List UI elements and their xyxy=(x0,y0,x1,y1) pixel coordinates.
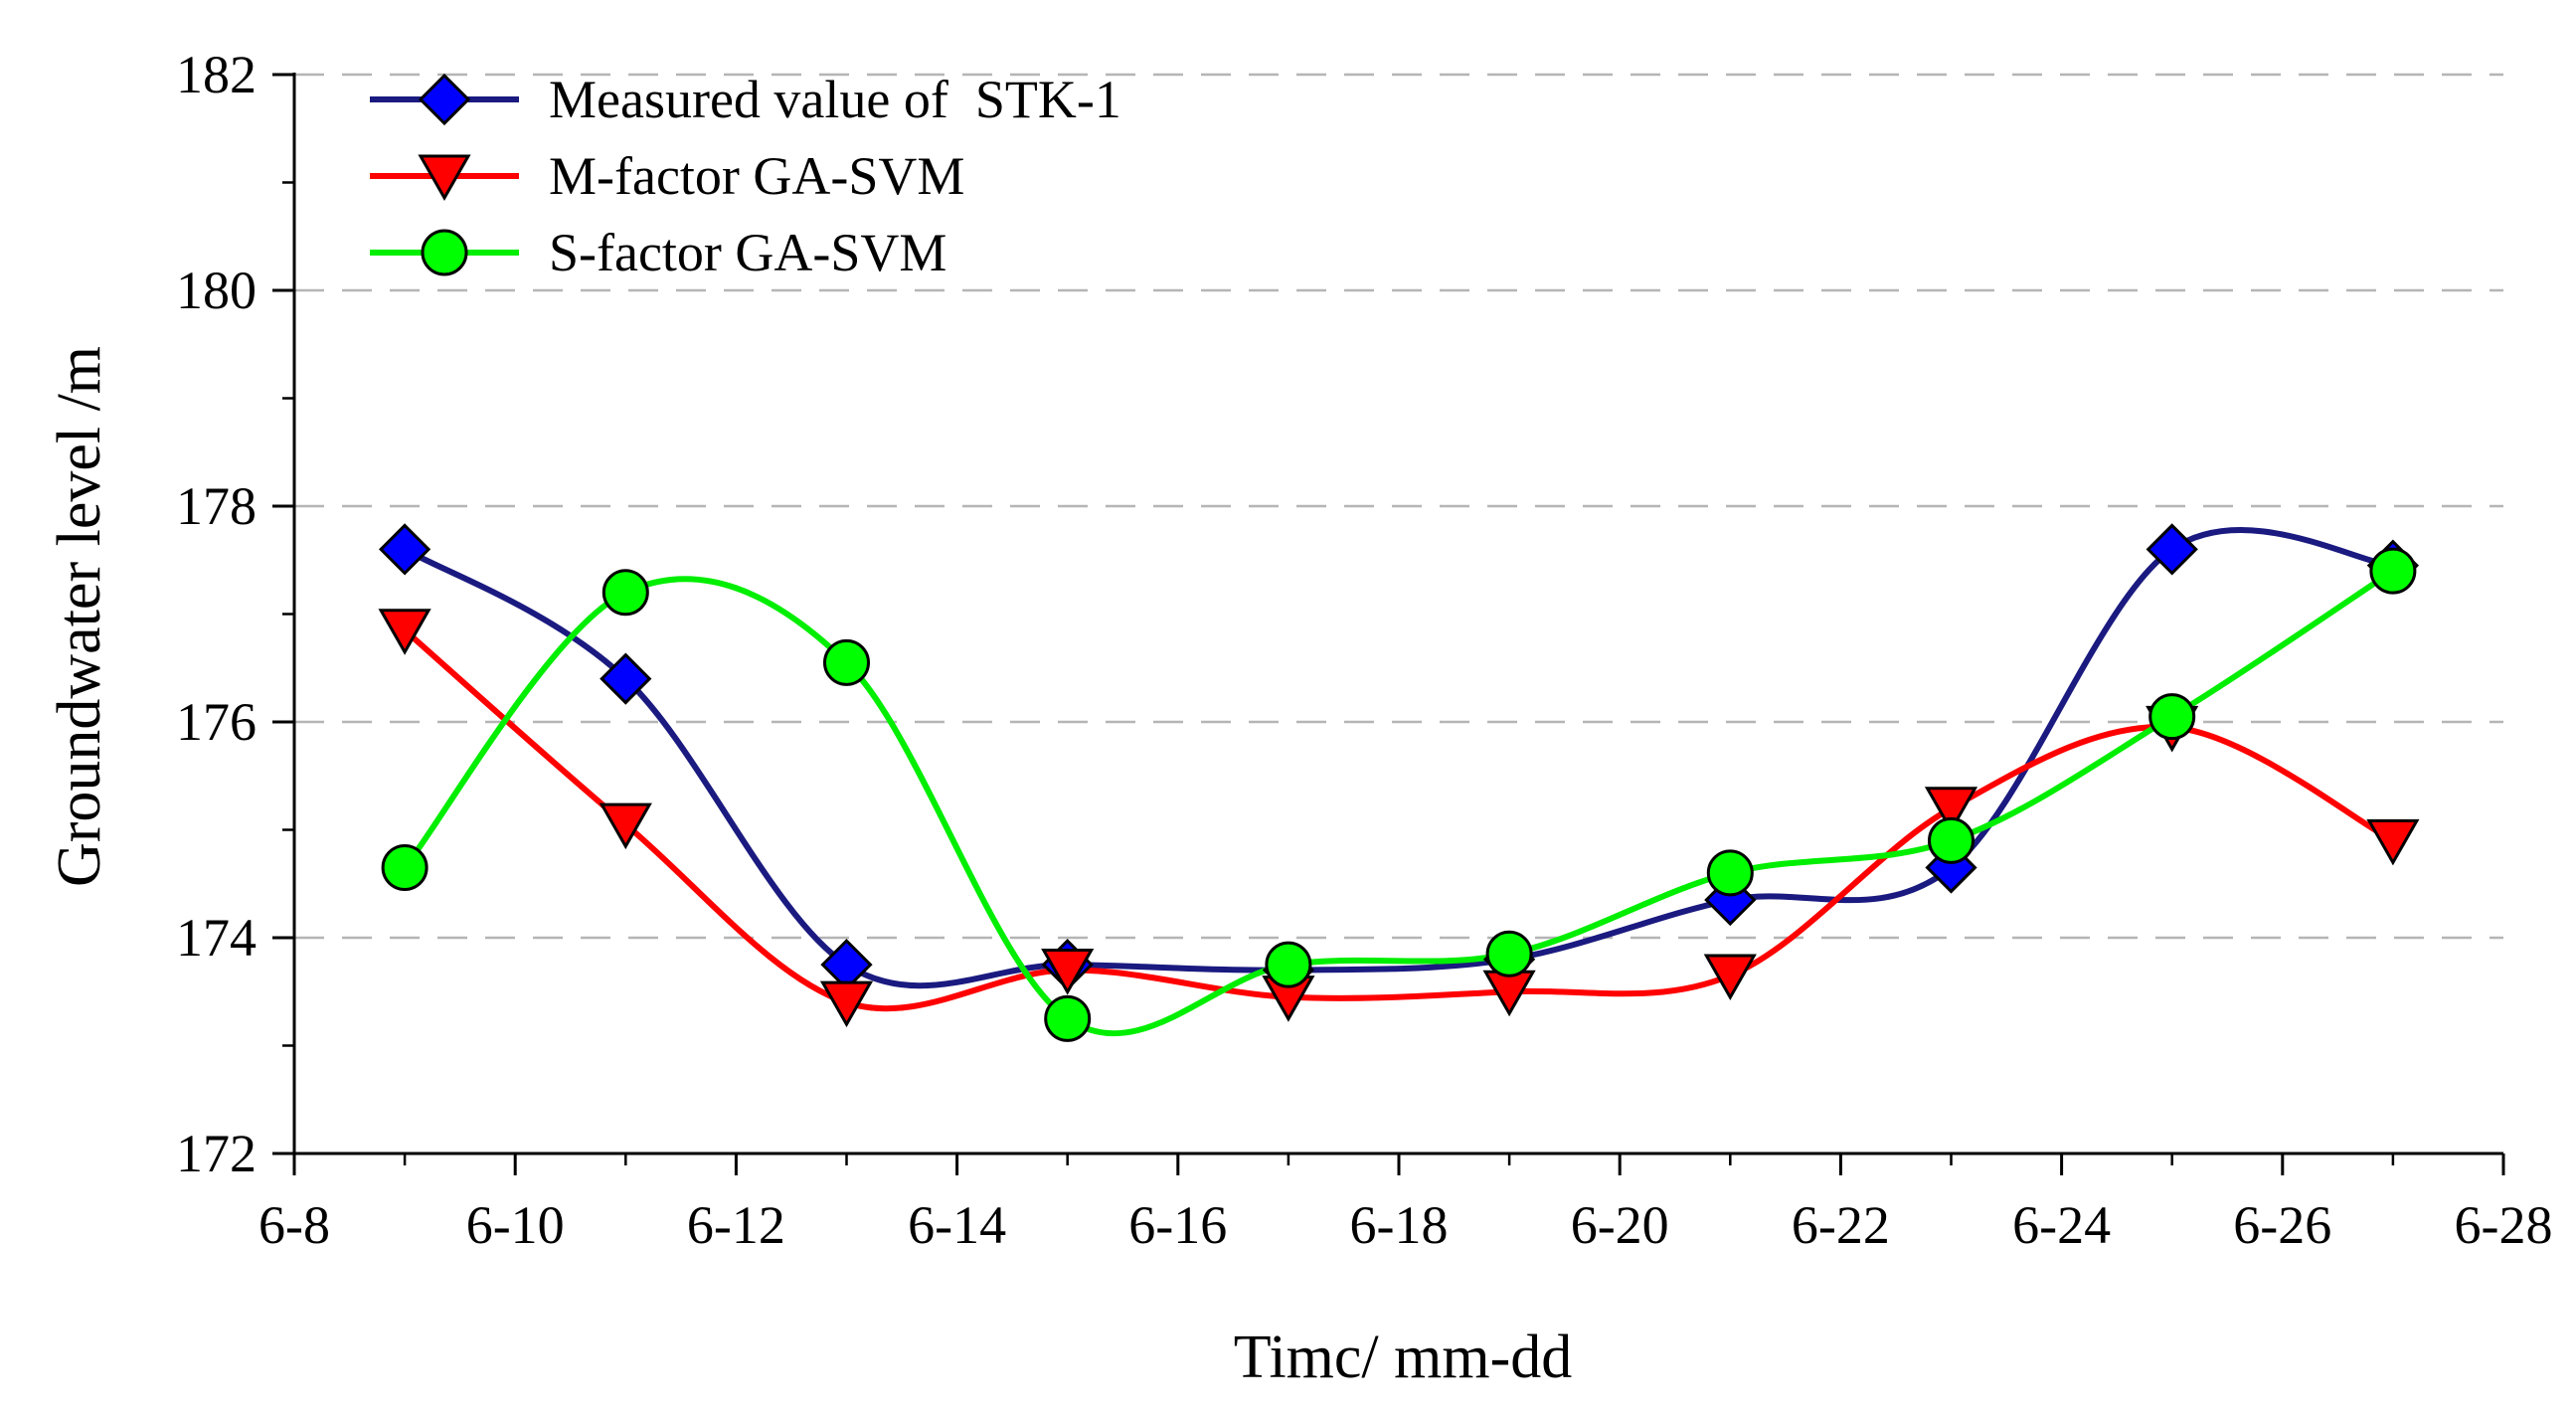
legend-label: Measured value of STK-1 xyxy=(549,70,1121,129)
data-point-measured-value-of-stk-1 xyxy=(378,523,431,576)
legend-label: M-factor GA-SVM xyxy=(549,146,964,206)
data-point-m-factor-ga-svm xyxy=(1703,954,1757,1000)
data-point-s-factor-ga-svm xyxy=(2148,693,2196,741)
x-tick-label: 6-28 xyxy=(2455,1195,2553,1255)
x-tick-label: 6-8 xyxy=(258,1195,330,1255)
data-point-m-factor-ga-svm xyxy=(2366,818,2420,866)
y-tick-label: 182 xyxy=(176,45,257,104)
data-point-m-factor-ga-svm xyxy=(819,980,874,1028)
series-line-s-factor-ga-svm xyxy=(402,568,2395,1037)
x-tick-label: 6-12 xyxy=(687,1195,785,1255)
y-tick-label: 180 xyxy=(176,261,257,320)
data-point-m-factor-ga-svm xyxy=(599,802,652,850)
x-tick-label: 6-20 xyxy=(1571,1195,1669,1255)
legend: Measured value of STK-1 M-factor GA-SVM S-… xyxy=(370,70,1121,282)
y-tick-label: 176 xyxy=(176,692,257,752)
data-point-s-factor-ga-svm xyxy=(381,843,429,891)
x-tick-label: 6-24 xyxy=(2012,1195,2111,1255)
series-markers xyxy=(378,523,2420,1042)
data-point-s-factor-ga-svm xyxy=(823,638,870,686)
data-point-s-factor-ga-svm xyxy=(601,569,649,617)
x-axis-title: Timc/ mm-dd xyxy=(1234,1324,1573,1391)
axes: 172 174 176 178 180 182 6-8 6-10 6-12 6-14 6-16 6-1… xyxy=(176,45,2552,1255)
x-tick-label: 6-26 xyxy=(2233,1195,2331,1255)
data-point-s-factor-ga-svm xyxy=(1485,930,1533,977)
y-axis-title: Groundwater level /m xyxy=(46,346,113,887)
legend-marker xyxy=(421,229,468,276)
y-tick-label: 178 xyxy=(176,476,257,536)
data-point-measured-value-of-stk-1 xyxy=(600,652,652,705)
x-tick-label: 6-22 xyxy=(1792,1195,1890,1255)
x-tick-label: 6-16 xyxy=(1128,1195,1227,1255)
data-point-m-factor-ga-svm xyxy=(378,609,431,655)
x-tick-label: 6-10 xyxy=(466,1195,565,1255)
data-point-s-factor-ga-svm xyxy=(1706,849,1754,897)
data-point-measured-value-of-stk-1 xyxy=(2146,523,2198,576)
x-tick-label: 6-18 xyxy=(1350,1195,1449,1255)
grid-lines xyxy=(294,73,2503,940)
legend-marker xyxy=(418,154,471,202)
data-point-s-factor-ga-svm xyxy=(1265,941,1312,988)
data-point-s-factor-ga-svm xyxy=(1928,816,1975,864)
series-line-measured-value-of-stk-1 xyxy=(403,527,2394,989)
y-tick-label: 172 xyxy=(176,1124,257,1183)
data-point-m-factor-ga-svm xyxy=(1924,787,1978,833)
legend-label: S-factor GA-SVM xyxy=(549,223,946,282)
series-line-m-factor-ga-svm xyxy=(403,627,2395,1012)
x-tick-label: 6-14 xyxy=(908,1195,1006,1255)
series-lines xyxy=(402,527,2395,1037)
data-point-m-factor-ga-svm xyxy=(1041,949,1095,995)
y-tick-label: 174 xyxy=(176,908,257,968)
legend-marker xyxy=(418,73,471,126)
data-point-s-factor-ga-svm xyxy=(2369,547,2417,595)
data-point-s-factor-ga-svm xyxy=(1044,994,1092,1042)
